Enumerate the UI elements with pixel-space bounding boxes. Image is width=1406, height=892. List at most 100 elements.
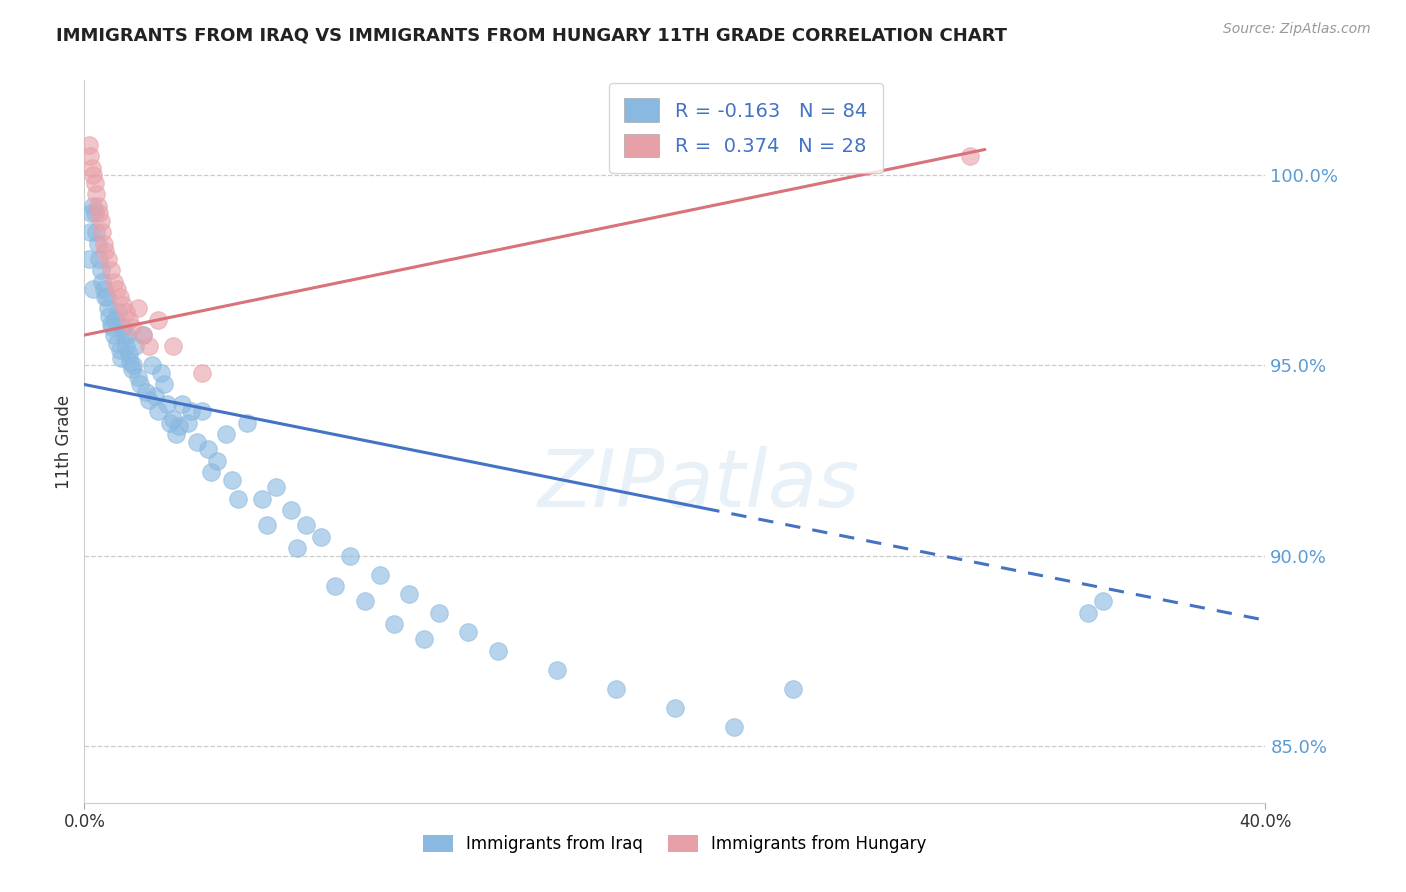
Point bbox=[200, 465, 222, 479]
Point bbox=[150, 366, 173, 380]
Point bbox=[84, 226, 107, 240]
Point bbox=[118, 347, 141, 361]
Point bbox=[138, 339, 160, 353]
Text: ZIPatlas: ZIPatlas bbox=[537, 446, 859, 524]
Point bbox=[215, 426, 238, 441]
Point bbox=[111, 320, 134, 334]
Point bbox=[90, 263, 112, 277]
Point bbox=[141, 359, 163, 373]
Point bbox=[197, 442, 219, 457]
Point bbox=[226, 491, 249, 506]
Point bbox=[782, 681, 804, 696]
Point bbox=[118, 313, 141, 327]
Point bbox=[138, 392, 160, 407]
Point bbox=[250, 491, 273, 506]
Point bbox=[114, 339, 136, 353]
Point bbox=[114, 305, 136, 319]
Point bbox=[77, 252, 100, 266]
Point bbox=[91, 275, 114, 289]
Point bbox=[82, 199, 104, 213]
Point bbox=[723, 720, 745, 734]
Point bbox=[100, 263, 122, 277]
Point bbox=[132, 328, 155, 343]
Point bbox=[79, 149, 101, 163]
Text: IMMIGRANTS FROM IRAQ VS IMMIGRANTS FROM HUNGARY 11TH GRADE CORRELATION CHART: IMMIGRANTS FROM IRAQ VS IMMIGRANTS FROM … bbox=[56, 27, 1007, 45]
Point bbox=[153, 377, 176, 392]
Point bbox=[79, 226, 101, 240]
Point bbox=[207, 453, 229, 467]
Point bbox=[127, 301, 149, 316]
Point bbox=[121, 362, 143, 376]
Point bbox=[86, 236, 108, 251]
Point bbox=[83, 176, 105, 190]
Y-axis label: 11th Grade: 11th Grade bbox=[55, 394, 73, 489]
Point bbox=[129, 377, 152, 392]
Point bbox=[77, 137, 100, 152]
Point bbox=[80, 206, 103, 220]
Point bbox=[156, 396, 179, 410]
Point bbox=[84, 187, 107, 202]
Point bbox=[105, 335, 128, 350]
Point bbox=[97, 252, 120, 266]
Point bbox=[96, 290, 118, 304]
Point bbox=[83, 206, 105, 220]
Point bbox=[148, 404, 170, 418]
Point bbox=[100, 317, 122, 331]
Point bbox=[91, 226, 114, 240]
Point bbox=[103, 275, 125, 289]
Point bbox=[122, 359, 145, 373]
Point bbox=[177, 416, 200, 430]
Point bbox=[104, 313, 127, 327]
Point bbox=[398, 587, 420, 601]
Point bbox=[266, 480, 288, 494]
Point bbox=[457, 624, 479, 639]
Point bbox=[159, 416, 181, 430]
Point bbox=[162, 411, 184, 425]
Point bbox=[97, 301, 120, 316]
Point bbox=[546, 663, 568, 677]
Point bbox=[87, 206, 111, 220]
Point bbox=[110, 351, 132, 365]
Point bbox=[325, 579, 347, 593]
Point bbox=[354, 594, 377, 608]
Point bbox=[82, 282, 104, 296]
Point bbox=[120, 354, 142, 368]
Point bbox=[486, 643, 509, 657]
Point bbox=[124, 339, 146, 353]
Point bbox=[82, 169, 104, 183]
Point bbox=[191, 404, 214, 418]
Point bbox=[107, 305, 129, 319]
Point bbox=[285, 541, 308, 555]
Point bbox=[165, 426, 187, 441]
Point bbox=[94, 290, 117, 304]
Point bbox=[94, 244, 117, 259]
Point bbox=[105, 282, 128, 296]
Point bbox=[135, 385, 157, 400]
Point bbox=[1077, 606, 1099, 620]
Point bbox=[180, 404, 202, 418]
Point bbox=[93, 282, 115, 296]
Point bbox=[162, 339, 184, 353]
Point bbox=[664, 700, 686, 714]
Point bbox=[111, 298, 134, 312]
Point bbox=[90, 214, 112, 228]
Point bbox=[191, 366, 214, 380]
Point bbox=[1092, 594, 1115, 608]
Legend: Immigrants from Iraq, Immigrants from Hungary: Immigrants from Iraq, Immigrants from Hu… bbox=[416, 828, 934, 860]
Point bbox=[221, 473, 243, 487]
Point bbox=[115, 328, 138, 343]
Point bbox=[384, 617, 406, 632]
Point bbox=[132, 328, 155, 343]
Point bbox=[295, 518, 318, 533]
Point bbox=[280, 503, 302, 517]
Point bbox=[236, 416, 259, 430]
Point bbox=[309, 530, 332, 544]
Point bbox=[148, 313, 170, 327]
Point bbox=[368, 567, 391, 582]
Point bbox=[959, 149, 981, 163]
Point bbox=[87, 252, 111, 266]
Point bbox=[127, 370, 149, 384]
Point bbox=[93, 236, 115, 251]
Point bbox=[339, 549, 361, 563]
Point bbox=[112, 328, 135, 343]
